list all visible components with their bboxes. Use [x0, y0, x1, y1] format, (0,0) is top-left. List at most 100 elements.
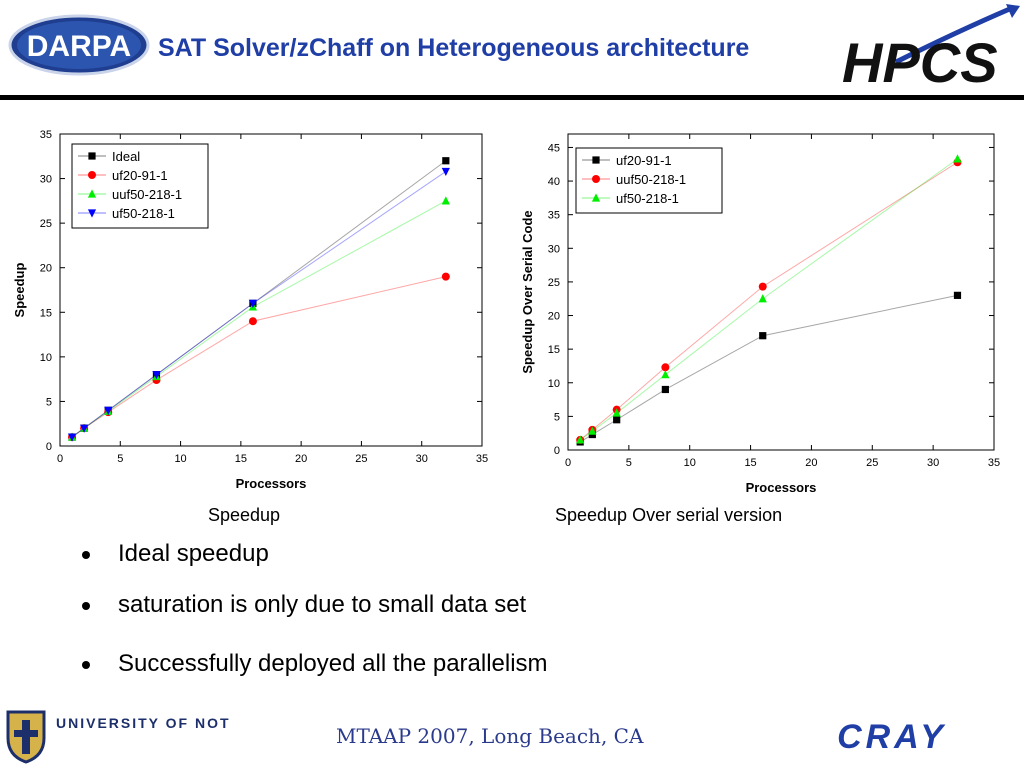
legend-marker [592, 175, 600, 183]
data-point [612, 408, 621, 417]
x-tick-label: 0 [565, 457, 571, 469]
y-tick-label: 5 [46, 396, 52, 408]
caption-speedup: Speedup [208, 505, 281, 525]
x-axis-label: Processors [746, 480, 817, 495]
data-point [442, 157, 450, 165]
y-tick-label: 20 [40, 263, 52, 275]
darpa-logo: DARPA [8, 14, 150, 76]
speedup-over-serial-chart: 0 5 10 15 20 25 30 35 0 5 10 15 20 25 30 35 40 45 Processo… [520, 133, 1000, 495]
y-tick-label: 0 [554, 445, 560, 457]
bullet-dot [82, 551, 90, 559]
x-tick-label: 25 [866, 457, 878, 469]
data-point [576, 435, 585, 444]
series-uf50-218-1 [67, 167, 450, 442]
legend: Ideal uf20-91-1 uuf50-218-1 uf50-218-1 [71, 143, 209, 229]
legend-label: uf50-218-1 [112, 206, 175, 221]
y-tick-label: 5 [554, 411, 560, 423]
y-tick-label: 30 [40, 174, 52, 186]
x-tick-label: 35 [988, 457, 1000, 469]
x-tick-label: 5 [117, 453, 123, 465]
x-tick-label: 25 [355, 453, 367, 465]
legend-marker [592, 156, 600, 164]
caption-speedup-over-serial: Speedup Over serial version [555, 505, 783, 525]
data-point [661, 385, 669, 394]
data-point [661, 370, 670, 379]
bullet-text: saturation is only due to small data set [118, 591, 527, 618]
data-point [80, 424, 89, 433]
legend-label: uuf50-218-1 [616, 172, 686, 187]
legend-box [575, 147, 723, 214]
slide-title: SAT Solver/zChaff on Heterogeneous archi… [158, 34, 750, 62]
y-tick-label: 10 [548, 378, 560, 390]
title-divider [0, 95, 1024, 100]
footer-conference: MTAAP 2007, Long Beach, CA [336, 724, 644, 748]
legend-marker [591, 193, 601, 202]
x-tick-label: 15 [744, 457, 756, 469]
y-axis-label: Speedup [12, 262, 27, 317]
bullet-item: Ideal speedup [82, 542, 269, 566]
bullet-item: saturation is only due to small data set [82, 593, 526, 617]
x-tick-label: 20 [295, 453, 307, 465]
cray-logo: CRAY [837, 720, 947, 752]
data-point [441, 167, 450, 177]
y-tick-label: 15 [548, 344, 560, 356]
x-tick-label: 0 [57, 453, 63, 465]
data-point [248, 317, 257, 326]
cray-logo-text: CRAY [837, 720, 947, 752]
x-axis-label: Processors [236, 476, 307, 491]
y-tick-label: 25 [40, 218, 52, 230]
x-tick-label: 10 [174, 453, 186, 465]
y-tick-label: 35 [548, 210, 560, 222]
data-point [613, 416, 621, 424]
x-tick-label: 10 [684, 457, 696, 469]
data-point [953, 291, 962, 299]
data-point [104, 406, 113, 415]
legend-marker [87, 189, 97, 198]
y-tick-label: 15 [40, 307, 52, 319]
series-line [71, 171, 447, 438]
data-point [67, 433, 77, 442]
legend-label: Ideal [112, 149, 140, 164]
x-tick-label: 30 [416, 453, 428, 465]
legend-marker [87, 209, 97, 218]
data-point [441, 196, 450, 205]
x-tick-label: 15 [235, 453, 247, 465]
y-tick-label: 45 [548, 142, 560, 154]
legend-marker [88, 152, 96, 160]
series-uf50-218-1 [576, 154, 962, 444]
data-point [953, 154, 962, 163]
data-point [759, 332, 767, 340]
x-tick-label: 20 [805, 457, 817, 469]
y-tick-label: 0 [46, 441, 52, 453]
data-point [758, 294, 767, 303]
bullet-dot [82, 661, 90, 669]
y-tick-label: 10 [40, 352, 52, 364]
x-tick-label: 35 [476, 453, 488, 465]
hpcs-logo: HPCS [842, 4, 1020, 94]
legend-label: uf20-91-1 [616, 153, 672, 168]
bullet-dot [82, 602, 90, 610]
y-tick-label: 20 [548, 311, 560, 323]
y-tick-label: 25 [548, 277, 560, 289]
legend-label: uuf50-218-1 [112, 187, 182, 202]
data-point [588, 426, 597, 435]
data-point [248, 299, 258, 308]
darpa-logo-text: DARPA [27, 30, 131, 63]
y-tick-label: 30 [548, 243, 560, 255]
y-tick-label: 40 [548, 176, 560, 188]
slide-header: DARPA SAT Solver/zChaff on Heterogeneous… [0, 0, 1024, 100]
legend: uf20-91-1 uuf50-218-1 uf50-218-1 [575, 147, 723, 214]
x-tick-label: 30 [927, 457, 939, 469]
legend-label: uf50-218-1 [616, 191, 679, 206]
x-tick-label: 5 [626, 457, 632, 469]
y-tick-label: 35 [40, 129, 52, 141]
legend-marker [88, 171, 96, 179]
legend-label: uf20-91-1 [112, 168, 168, 183]
bullet-item: Successfully deployed all the parallelis… [82, 652, 548, 676]
bullet-text: Ideal speedup [118, 540, 269, 567]
data-point [441, 272, 450, 281]
data-point [758, 282, 767, 291]
speedup-chart: 0 5 10 15 20 25 30 35 0 5 10 15 20 25 30 35 Processors Sp… [12, 129, 488, 491]
y-axis-label: Speedup Over Serial Code [520, 210, 535, 373]
hpcs-logo-text: HPCS [842, 31, 998, 94]
